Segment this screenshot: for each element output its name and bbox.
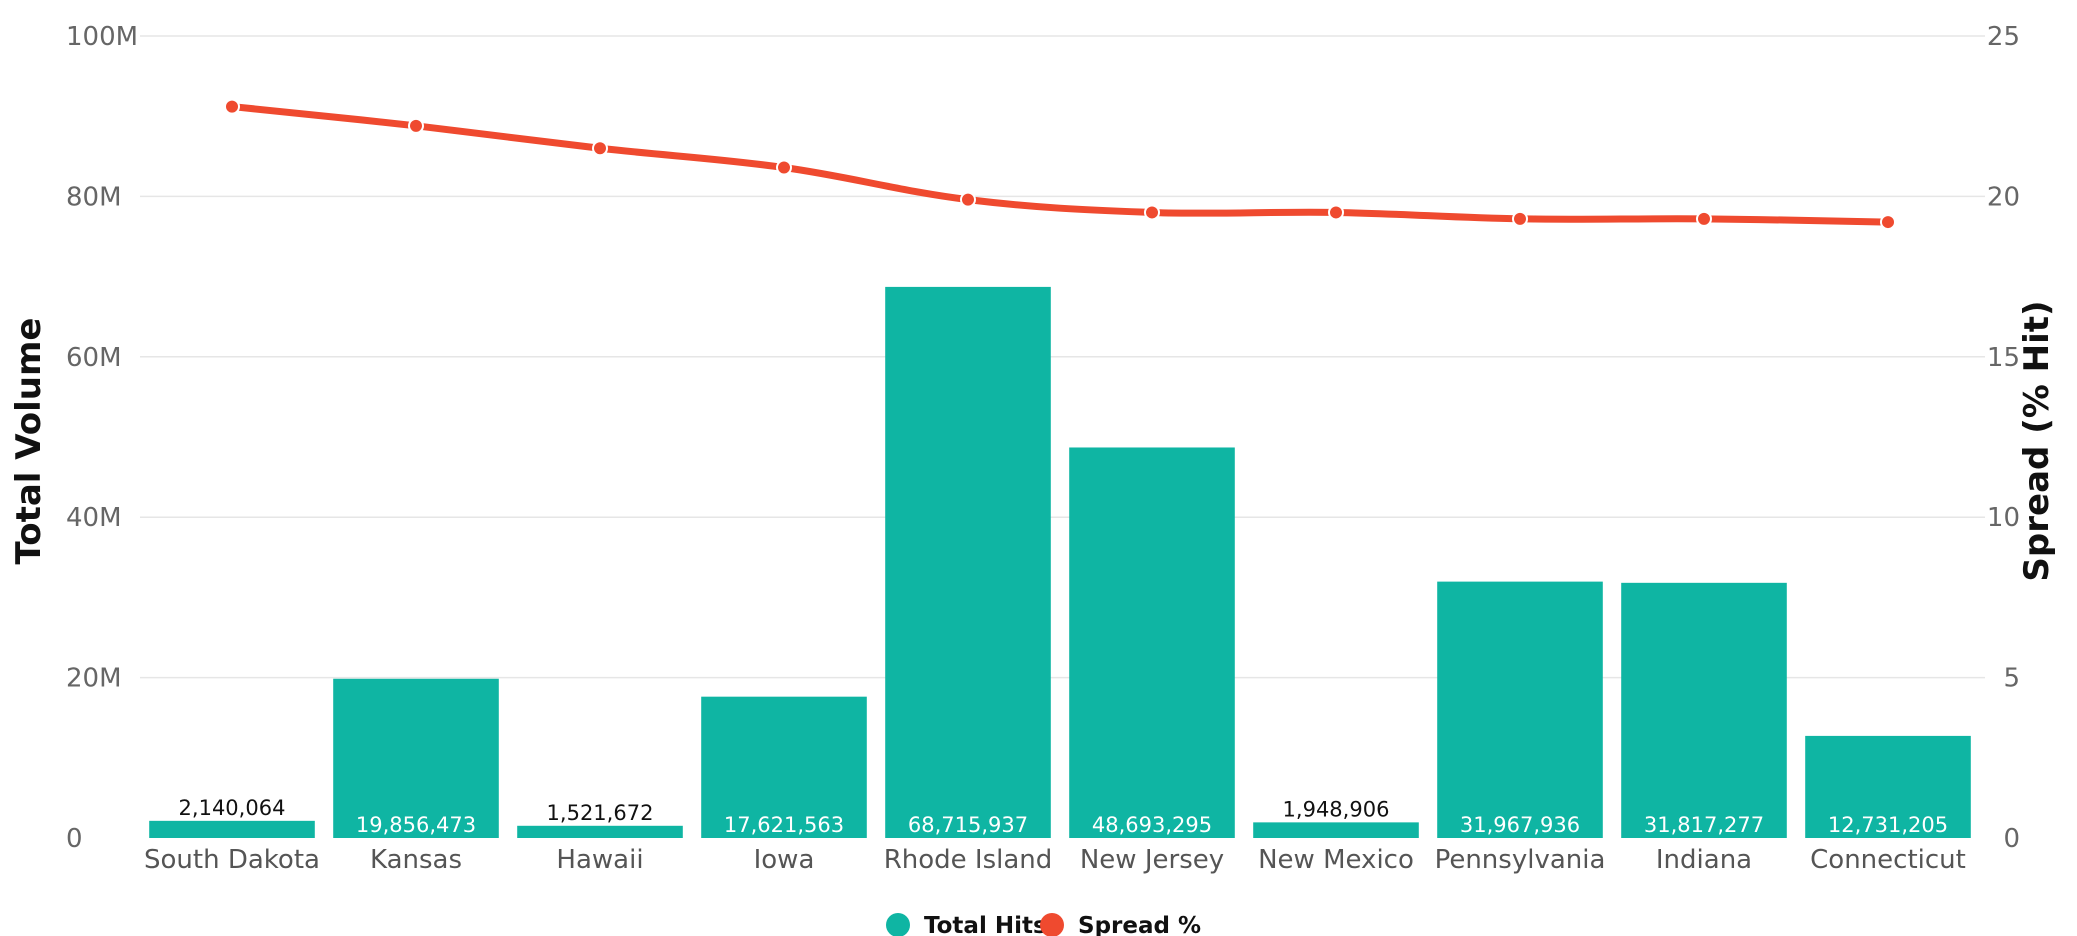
legend: Total Hits Spread % (886, 913, 1201, 936)
legend-marker-spread (1040, 913, 1064, 936)
category-label: New Mexico (1258, 845, 1414, 875)
bar-data-label: 1,948,906 (1283, 797, 1390, 821)
right-axis-tick-label: 10 (1987, 503, 2020, 533)
spread-point (1328, 204, 1344, 221)
left-axis-title: Total Volume (9, 318, 49, 565)
category-label: Kansas (370, 845, 462, 875)
bar-data-label: 31,967,936 (1460, 813, 1580, 837)
bar (1253, 822, 1419, 838)
legend-marker-total-hits (886, 913, 910, 936)
category-label: Iowa (754, 845, 815, 875)
bar-data-label: 48,693,295 (1092, 813, 1212, 837)
right-axis-tick-label: 15 (1987, 343, 2020, 373)
bar (1621, 582, 1787, 838)
left-axis-tick-label: 0 (66, 824, 83, 854)
right-axis-tick-label: 5 (2003, 664, 2020, 694)
right-axis-tick-label: 0 (2003, 824, 2020, 854)
bar (1805, 735, 1971, 838)
line-series-spread (224, 98, 1896, 231)
spread-point (1696, 210, 1712, 227)
spread-point (408, 117, 424, 134)
bar-data-label: 19,856,473 (356, 813, 476, 837)
legend-label-total-hits: Total Hits (924, 913, 1047, 936)
bar (1437, 581, 1603, 838)
spread-point (592, 140, 608, 157)
category-axis-labels: South Dakota Kansas Hawaii Iowa Rhode Island… (144, 845, 1966, 875)
category-label: New Jersey (1080, 845, 1224, 875)
bar-data-labels: 2,140,064 19,856,473 1,521,672 17,621,563 68… (179, 796, 1949, 837)
spread-line (228, 103, 1892, 226)
left-axis-tick-label: 40M (66, 503, 122, 533)
category-label: Connecticut (1810, 845, 1966, 875)
category-label: Indiana (1656, 845, 1752, 875)
right-axis-title: Spread (% Hit) (2017, 300, 2057, 581)
bar-data-label: 2,140,064 (179, 796, 286, 820)
spread-point (776, 159, 792, 176)
category-label: Pennsylvania (1435, 845, 1606, 875)
legend-label-spread: Spread % (1078, 913, 1201, 936)
bar (333, 678, 499, 838)
bar (517, 825, 683, 838)
right-axis-tick-label: 20 (1987, 182, 2020, 212)
left-axis-tick-label: 80M (66, 182, 122, 212)
spread-point (224, 98, 240, 115)
spread-point (960, 191, 976, 208)
left-axis-tick-label: 20M (66, 664, 122, 694)
category-label: South Dakota (144, 845, 320, 875)
category-label: Rhode Island (884, 845, 1053, 875)
right-axis-tick-label: 25 (1987, 22, 2020, 52)
bar-data-label: 68,715,937 (908, 813, 1028, 837)
spread-point (1512, 210, 1528, 227)
left-axis-tick-label: 100M (66, 22, 138, 52)
bar (701, 696, 867, 838)
left-axis-ticks: 0 20M 40M 60M 80M 100M (66, 22, 138, 854)
spread-point (1880, 214, 1896, 231)
right-axis-ticks: 0 5 10 15 20 25 (1987, 22, 2020, 854)
bar (1069, 447, 1235, 838)
bar (885, 286, 1051, 838)
category-label: Hawaii (556, 845, 643, 875)
bar-data-label: 31,817,277 (1644, 813, 1764, 837)
spread-point (1144, 204, 1160, 221)
left-axis-tick-label: 60M (66, 343, 122, 373)
bar-data-label: 17,621,563 (724, 813, 844, 837)
bar-data-label: 12,731,205 (1828, 813, 1948, 837)
bar-data-label: 1,521,672 (547, 801, 654, 825)
bar-series-total-hits (149, 286, 1971, 838)
bar (149, 820, 315, 838)
